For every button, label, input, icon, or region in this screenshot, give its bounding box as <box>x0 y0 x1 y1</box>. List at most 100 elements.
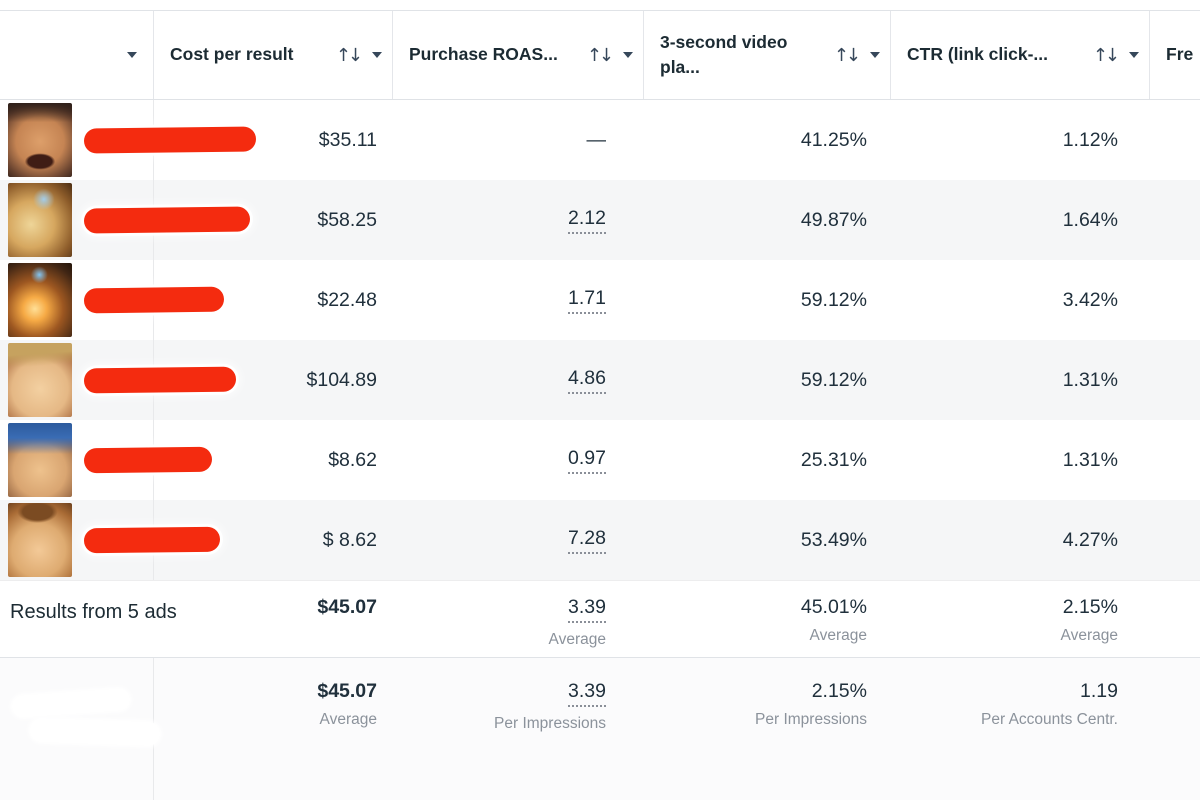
chevron-down-icon[interactable] <box>623 52 633 58</box>
sort-arrows-icon[interactable]: ↑↓ <box>586 44 614 66</box>
footer-ctr-note: Per Accounts Centr. <box>981 711 1118 728</box>
footer-roas-value[interactable]: 3.39 <box>568 680 606 707</box>
ctr-value: 1.31% <box>1062 448 1118 471</box>
ad-thumbnail[interactable] <box>8 183 72 257</box>
footer-video-cell: 2.15% Per Impressions <box>644 658 891 800</box>
header-cell-purchase-roas[interactable]: Purchase ROAS... ↑↓ <box>393 11 644 99</box>
cost-per-result-value: $35.11 <box>318 128 377 151</box>
table-row: $35.11 — 41.25% 1.12% <box>0 100 1200 180</box>
ad-thumbnail[interactable] <box>8 103 72 177</box>
frequency-cell <box>1150 100 1200 180</box>
video-plays-value: 49.87% <box>800 208 867 231</box>
totals-footer-row: $45.07 Average 3.39 Per Impressions 2.15… <box>0 657 1200 800</box>
footer-video-note: Per Impressions <box>755 711 867 728</box>
frequency-cell <box>1150 260 1200 340</box>
footer-video-value: 2.15% <box>811 680 867 702</box>
footer-roas-cell: 3.39 Per Impressions <box>393 658 644 800</box>
table-row: $8.62 0.97 25.31% 1.31% <box>0 420 1200 500</box>
frequency-cell <box>1150 180 1200 260</box>
header-cell-3-second-video[interactable]: 3-second video pla... ↑↓ <box>644 11 891 99</box>
chevron-down-icon[interactable] <box>1129 52 1139 58</box>
results-count-label: Results from 5 ads <box>10 601 177 623</box>
table-header-row: Cost per result ↑↓ Purchase ROAS... ↑↓ 3… <box>0 10 1200 100</box>
redaction-scribble <box>83 206 251 234</box>
cost-per-result-value: $58.25 <box>317 208 377 231</box>
summary-ctr-cell: 2.15% Average <box>891 581 1150 657</box>
header-cell-ctr[interactable]: CTR (link click-... ↑↓ <box>891 11 1150 99</box>
summary-roas-note: Average <box>548 631 606 648</box>
frequency-cell <box>1150 420 1200 500</box>
chevron-down-icon[interactable] <box>372 52 382 58</box>
video-plays-value: 41.25% <box>800 128 867 151</box>
redaction-scribble <box>83 286 225 314</box>
redaction-scribble <box>83 126 257 154</box>
chevron-down-icon[interactable] <box>127 52 137 58</box>
purchase-roas-value: 4.86 <box>393 340 644 420</box>
purchase-roas-value: 7.28 <box>393 500 644 580</box>
redaction-scribble <box>83 526 221 554</box>
column-label: Cost per result <box>170 44 294 65</box>
purchase-roas-value: 1.71 <box>393 260 644 340</box>
sort-arrows-icon[interactable]: ↑↓ <box>833 44 861 66</box>
footer-cost-cell: $45.07 Average <box>154 658 393 800</box>
header-cell-cost-per-result[interactable]: Cost per result ↑↓ <box>154 11 393 99</box>
footer-frequency-cell <box>1150 658 1200 800</box>
redaction-scribble <box>11 687 131 719</box>
cost-per-result-value: $104.89 <box>306 368 378 391</box>
top-spacer <box>0 0 1200 10</box>
redaction-scribble <box>83 366 237 394</box>
redaction-scribble <box>29 717 161 747</box>
summary-video-note: Average <box>809 627 867 644</box>
results-summary-row: $45.07 3.39 Average 45.01% Average 2.15%… <box>0 580 1200 657</box>
sort-arrows-icon[interactable]: ↑↓ <box>1092 44 1120 66</box>
ctr-value: 1.31% <box>1062 368 1118 391</box>
header-cell-name <box>0 11 154 99</box>
ctr-value: 4.27% <box>1062 528 1118 551</box>
frequency-cell <box>1150 500 1200 580</box>
ctr-value: 1.64% <box>1062 208 1118 231</box>
summary-cost-cell: $45.07 <box>154 581 393 657</box>
summary-ctr-value: 2.15% <box>1062 596 1118 618</box>
summary-cost-value: $45.07 <box>317 596 377 618</box>
video-plays-value: 59.12% <box>800 368 867 391</box>
table-row: $104.89 4.86 59.12% 1.31% <box>0 340 1200 420</box>
summary-roas-value[interactable]: 3.39 <box>568 596 606 623</box>
purchase-roas-value: — <box>586 128 607 151</box>
chevron-down-icon[interactable] <box>870 52 880 58</box>
ad-cell <box>0 340 154 420</box>
summary-frequency-cell <box>1150 581 1200 657</box>
column-label: 3-second video pla... <box>660 31 788 77</box>
column-label: Purchase ROAS... <box>409 44 558 65</box>
cost-per-result-value: $ 8.62 <box>322 528 377 551</box>
ctr-value: 1.12% <box>1062 128 1118 151</box>
redaction-scribble <box>83 446 213 474</box>
purchase-roas-value: 2.12 <box>393 180 644 260</box>
cost-per-result-value: $8.62 <box>328 448 377 471</box>
table-row: $ 8.62 7.28 53.49% 4.27% <box>0 500 1200 580</box>
column-label: CTR (link click-... <box>907 44 1048 65</box>
ctr-value: 3.42% <box>1062 288 1118 311</box>
summary-roas-cell: 3.39 Average <box>393 581 644 657</box>
ad-thumbnail[interactable] <box>8 343 72 417</box>
frequency-cell <box>1150 340 1200 420</box>
ad-cell <box>0 500 154 580</box>
footer-cost-note: Average <box>319 711 377 728</box>
ad-cell <box>0 100 154 180</box>
ad-thumbnail[interactable] <box>8 423 72 497</box>
cost-per-result-value: $22.48 <box>317 288 377 311</box>
sort-arrows-icon[interactable]: ↑↓ <box>335 44 363 66</box>
footer-roas-note: Per Impressions <box>494 715 606 732</box>
ad-thumbnail[interactable] <box>8 263 72 337</box>
ad-thumbnail[interactable] <box>8 503 72 577</box>
purchase-roas-value: 0.97 <box>393 420 644 500</box>
summary-video-value: 45.01% <box>800 596 867 618</box>
table-row: $22.48 1.71 59.12% 3.42% <box>0 260 1200 340</box>
footer-ctr-value: 1.19 <box>1080 680 1118 702</box>
video-plays-value: 25.31% <box>800 448 867 471</box>
column-label: Fre <box>1166 44 1194 65</box>
summary-ctr-note: Average <box>1060 627 1118 644</box>
header-cell-frequency[interactable]: Fre <box>1150 11 1200 99</box>
table-row: $58.25 2.12 49.87% 1.64% <box>0 180 1200 260</box>
video-plays-value: 53.49% <box>800 528 867 551</box>
